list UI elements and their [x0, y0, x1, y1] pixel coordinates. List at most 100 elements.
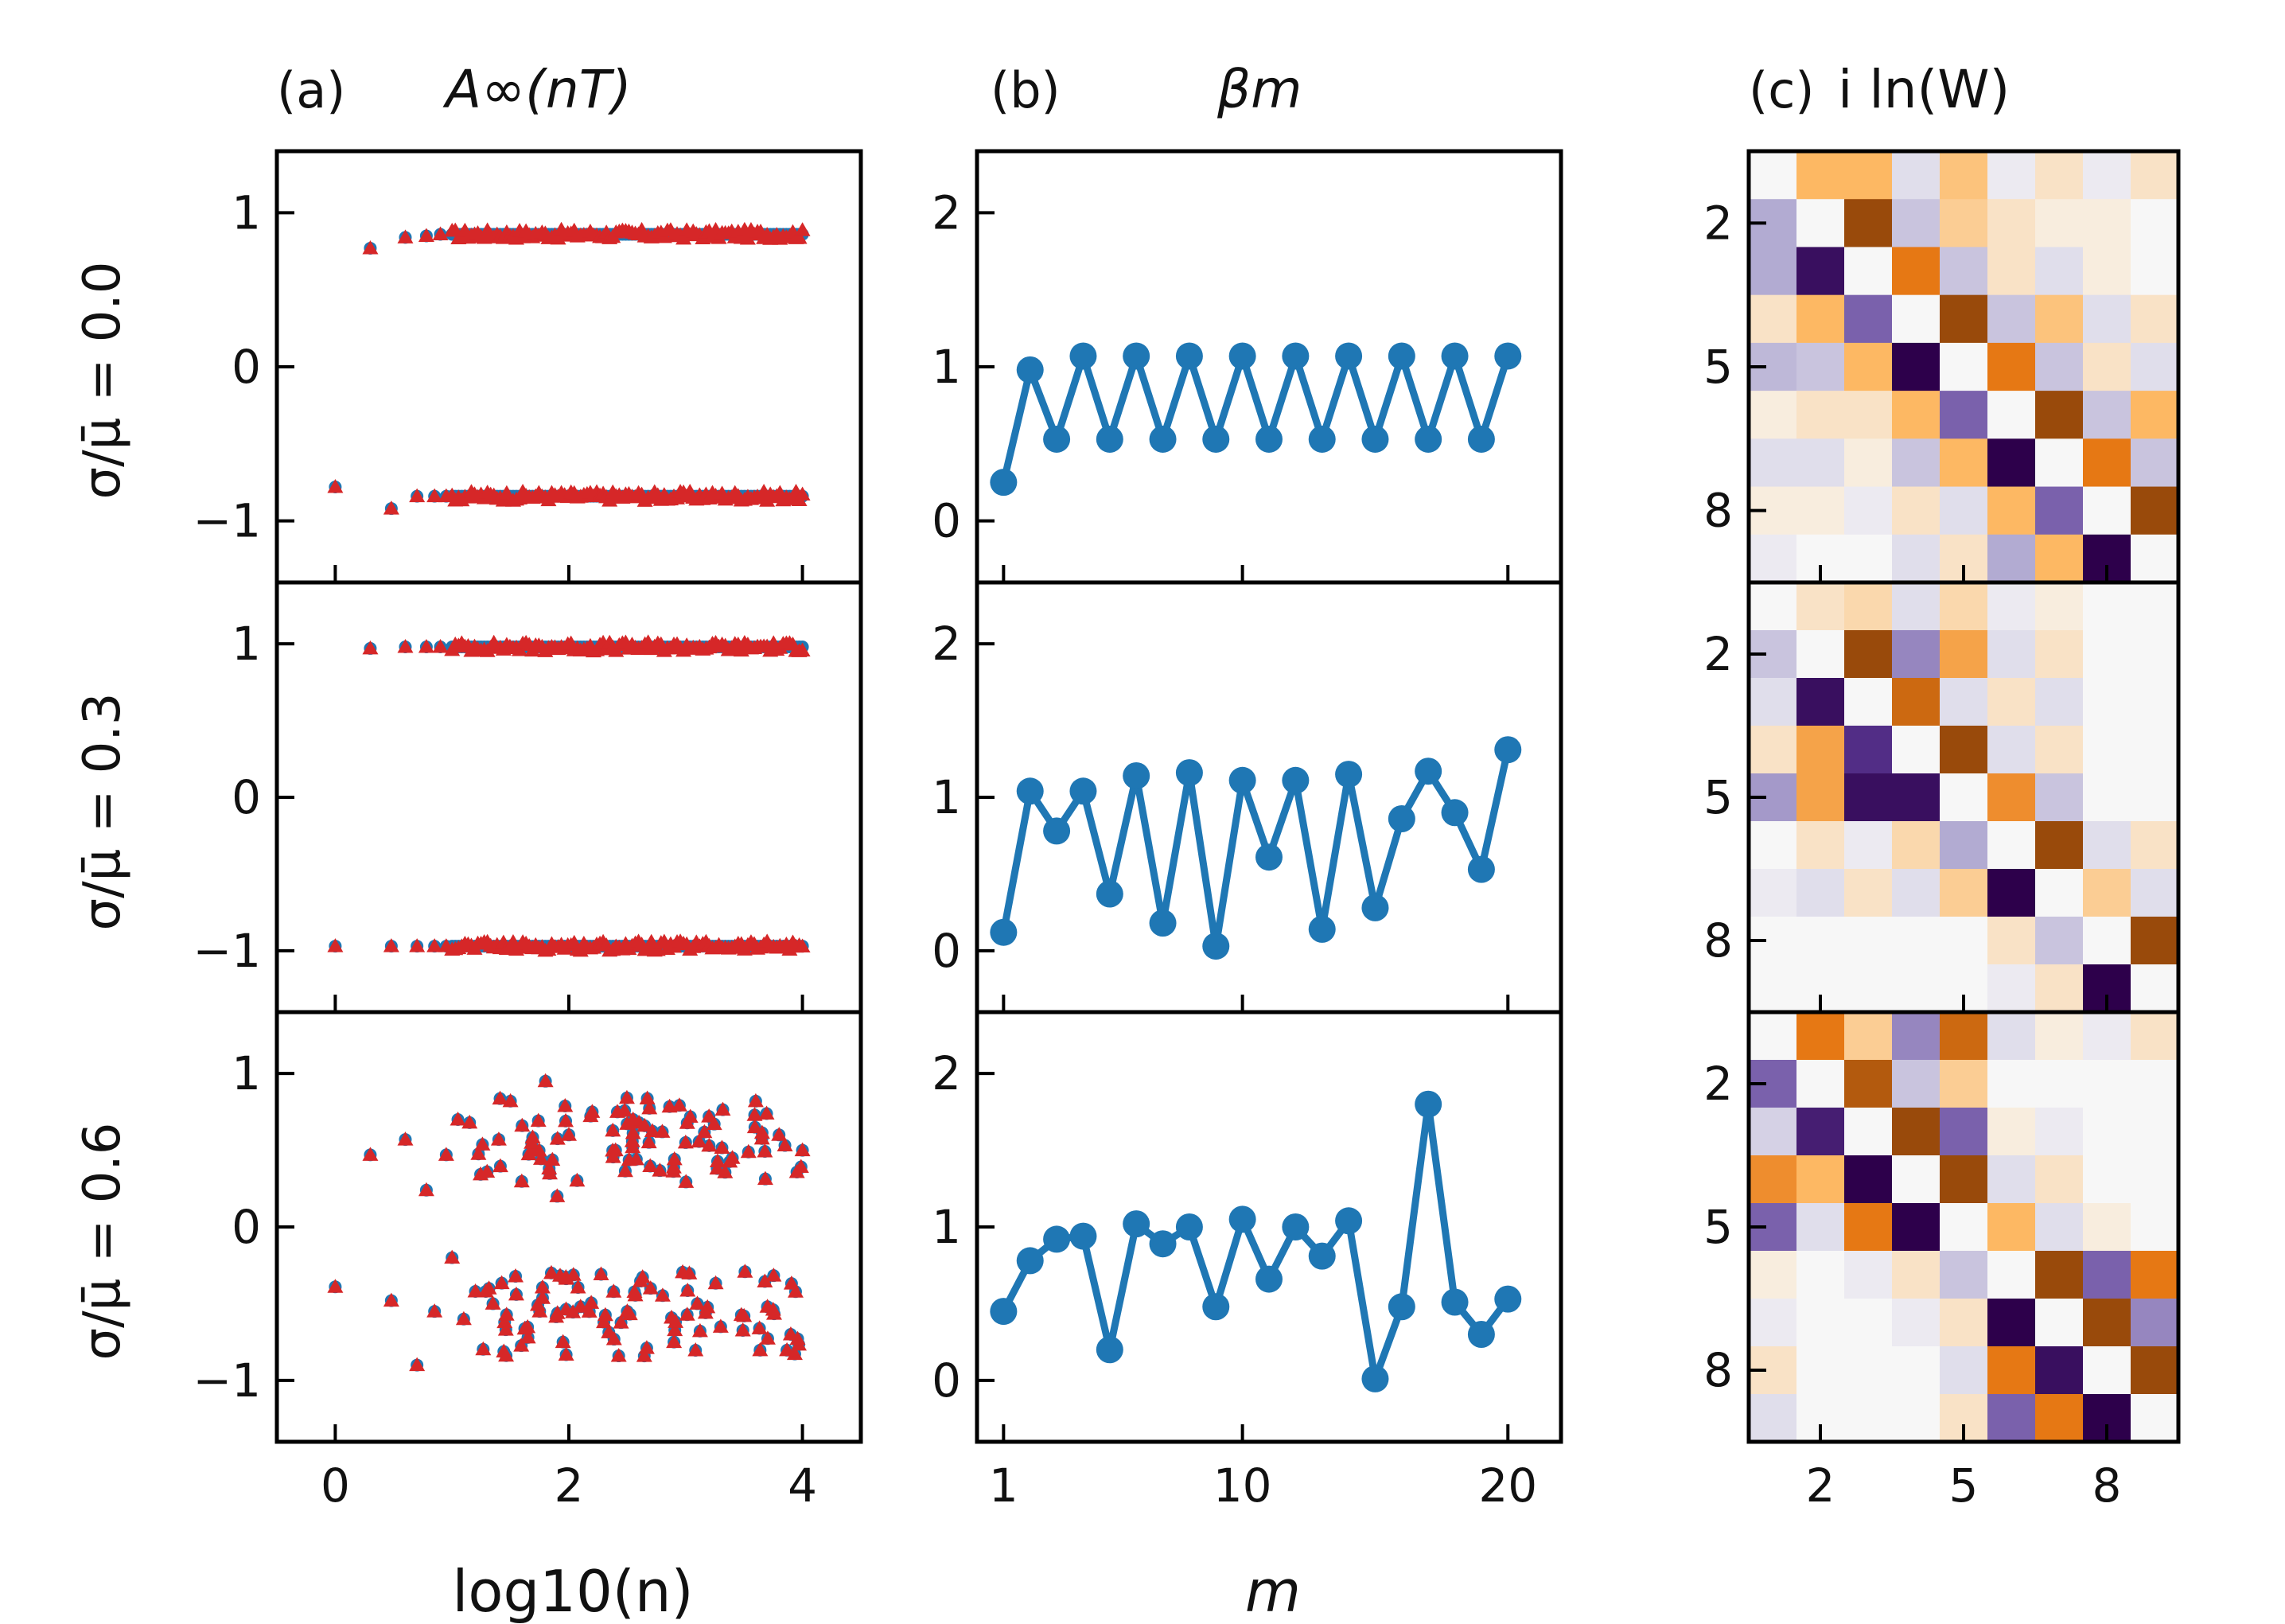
b-row1-point-17: [1415, 757, 1442, 785]
a-row2-triangle-point-50: [640, 1134, 657, 1149]
c-row2-cell-6-6: [1987, 1251, 2036, 1299]
a-row2-triangle-point-2: [383, 1292, 399, 1307]
a-row2-triangle-point-92: [569, 1172, 586, 1187]
c-row2-cell-3-1: [1749, 1108, 1797, 1156]
c-row1-cell-7-5: [1940, 869, 1988, 917]
c-row0-cell-6-7: [2035, 391, 2084, 439]
a-row0-triangle-point-4: [409, 488, 426, 503]
c-row2-cell-5-4: [1892, 1203, 1940, 1252]
c-row1-cell-8-5: [1940, 917, 1988, 965]
a-row2-triangle-point-69: [625, 1139, 641, 1154]
b-row1-point-7: [1149, 909, 1177, 937]
c-row2-cell-1-9: [2131, 1012, 2179, 1061]
b-row1-point-1: [990, 918, 1018, 946]
a-row2-triangle-point-119: [583, 1295, 600, 1309]
a-row2-triangle-point-187: [757, 1273, 773, 1288]
c-row2-cell-5-9: [2131, 1203, 2179, 1252]
b-row0-point-5: [1096, 425, 1123, 453]
b-row2-point-13: [1308, 1242, 1336, 1270]
c-row1-cell-4-9: [2131, 726, 2179, 774]
a-row2-triangle-point-49: [671, 1097, 687, 1112]
a-row2-triangle-point-127: [759, 1330, 776, 1345]
a-row2-triangle-point-6: [426, 1303, 443, 1318]
a-row2-triangle-point-7: [438, 1147, 454, 1161]
c-row1-cell-5-6: [1987, 773, 2036, 822]
a-row2-ytick-label-1: 1: [232, 1046, 261, 1100]
c-row0-cell-5-8: [2083, 342, 2131, 391]
c-row2-cell-5-2: [1796, 1203, 1845, 1252]
a-row2-triangle-point-128: [751, 1320, 768, 1334]
a-row1-triangle-point-5: [418, 639, 434, 653]
c-row2-cell-5-6: [1987, 1203, 2036, 1252]
c-row2-cell-2-4: [1892, 1060, 1940, 1108]
c-row0-cell-3-2: [1796, 247, 1845, 296]
a-row2-triangle-point-90: [492, 1158, 508, 1173]
c-row1-cell-5-9: [2131, 773, 2179, 822]
b-row2-point-14: [1335, 1207, 1363, 1235]
a-row2-triangle-point-73: [740, 1143, 757, 1159]
b-row2-point-16: [1388, 1293, 1415, 1321]
a-row0-triangle-point-228: [794, 486, 811, 501]
b-row1-point-5: [1096, 880, 1123, 908]
a-row2-triangle-point-36: [666, 1334, 683, 1349]
c-row1-cell-6-6: [1987, 821, 2036, 870]
a-row2-triangle-point-20: [520, 1329, 536, 1344]
c-row0-cell-5-7: [2035, 342, 2084, 391]
a-row2-triangle-point-8: [444, 1249, 461, 1264]
a-row2-triangle-point-56: [605, 1142, 621, 1157]
c-row1-cell-9-9: [2131, 964, 2179, 1013]
a-row2-triangle-point-83: [618, 1089, 635, 1104]
a-row1-triangle-point-228: [794, 938, 811, 953]
b-row0-point-17: [1415, 425, 1442, 453]
c-row0-cell-6-4: [1892, 391, 1940, 439]
c-row0-cell-2-8: [2083, 199, 2131, 247]
c-row1-cell-6-9: [2131, 821, 2179, 870]
c-row2-cell-4-3: [1844, 1155, 1893, 1204]
c-row0-cell-2-5: [1940, 199, 1988, 247]
a-row0-triangle-point-0: [327, 478, 344, 493]
b-row1-point-20: [1494, 736, 1522, 764]
b-row2-point-15: [1361, 1365, 1389, 1392]
c-row0-cell-2-2: [1796, 199, 1845, 247]
b-row2-point-19: [1467, 1321, 1495, 1348]
a-row2-triangle-point-105: [758, 1105, 775, 1120]
b-row0-frame: [975, 149, 1563, 585]
c-row2-cell-3-3: [1844, 1108, 1893, 1156]
c-row0-cell-2-7: [2035, 199, 2084, 247]
a-row2-triangle-point-158: [752, 1342, 769, 1357]
a-row1-triangle-point-2: [383, 938, 399, 952]
c-row1-cell-2-5: [1940, 630, 1988, 679]
c-row1-cell-1-8: [2083, 582, 2131, 631]
a-row2-triangle-point-94: [628, 1151, 644, 1166]
c-row0-ytick-label-2: 2: [1703, 196, 1733, 250]
b-xtick-label-1: 1: [989, 1458, 1018, 1513]
c-row2-cell-1-5: [1940, 1012, 1988, 1061]
c-row2-cell-8-2: [1796, 1346, 1845, 1395]
b-row1-frame: [975, 580, 1563, 1015]
c-row1-cell-3-7: [2035, 678, 2084, 726]
a-row2-triangle-point-168: [679, 1282, 696, 1297]
c-row1-cell-8-7: [2035, 917, 2084, 965]
a-row2-ytick-label-0: 0: [232, 1200, 261, 1254]
c-row0-cell-2-9: [2131, 199, 2179, 247]
c-row2-cell-7-8: [2083, 1299, 2131, 1347]
a-row2-triangle-point-129: [605, 1283, 622, 1298]
b-row0-point-14: [1335, 342, 1363, 370]
c-row0-cell-1-5: [1940, 151, 1988, 200]
c-row0-cell-7-7: [2035, 438, 2084, 488]
c-row2-ytick-label-5: 5: [1703, 1200, 1733, 1254]
c-row0-cell-7-5: [1940, 438, 1988, 488]
a-row2-triangle-point-61: [639, 1090, 656, 1104]
b-row0-point-20: [1494, 342, 1522, 370]
c-row0-cell-5-5: [1940, 342, 1988, 391]
a-row2-triangle-point-74: [641, 1100, 658, 1115]
a-row2-triangle-point-108: [541, 1160, 558, 1175]
a-row2-triangle-point-132: [654, 1287, 671, 1302]
c-row1-ytick-label-2: 2: [1703, 627, 1733, 681]
c-row2-cell-2-2: [1796, 1060, 1845, 1108]
c-row2-cell-8-4: [1892, 1346, 1940, 1395]
a-row0-triangle-point-7: [432, 226, 449, 241]
a-row2-triangle-point-186: [691, 1322, 708, 1338]
a-row2-triangle-point-65: [636, 1117, 653, 1132]
